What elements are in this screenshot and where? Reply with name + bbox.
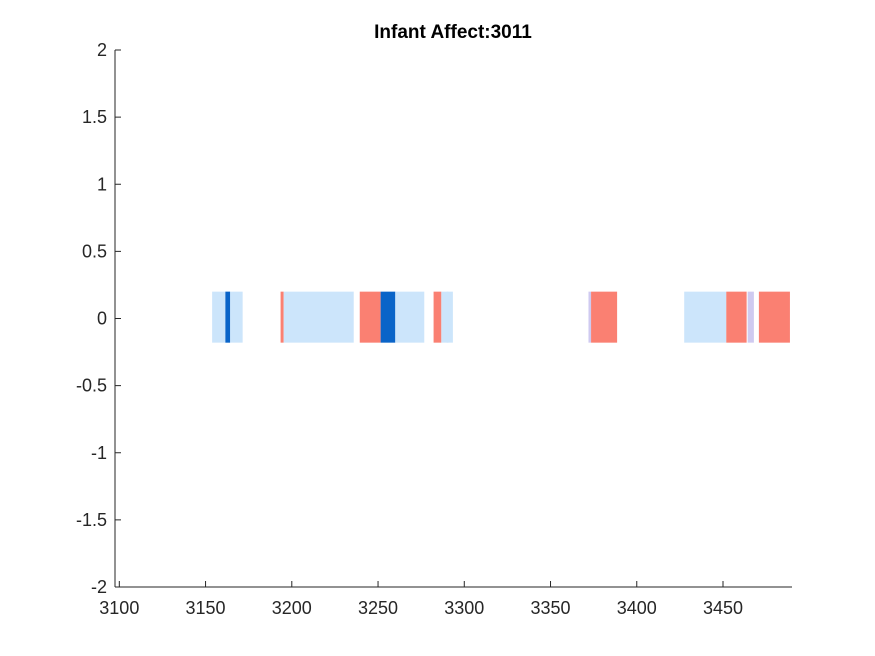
affect-segment-salmon [726, 291, 747, 343]
affect-segment-light-blue [395, 291, 425, 343]
x-axis-ticks: 3100 3150 3200 3250 3300 3350 3400 3450 [99, 581, 743, 618]
x-tick-label: 3300 [444, 598, 484, 618]
affect-segment-salmon [359, 291, 381, 343]
y-tick-label: -0.5 [76, 376, 107, 396]
affect-segment-lavender [747, 291, 754, 343]
x-tick-label: 3400 [617, 598, 657, 618]
x-tick-label: 3100 [99, 598, 139, 618]
y-tick-label: 0.5 [82, 241, 107, 261]
affect-segment-salmon [758, 291, 790, 343]
affect-segment-light-blue [684, 291, 727, 343]
affect-segment-salmon [280, 291, 284, 343]
affect-segment-lavender [588, 291, 592, 343]
y-tick-label: -1.5 [76, 510, 107, 530]
y-axis-ticks: 2 1.5 1 0.5 0 -0.5 -1 -1.5 -2 [76, 40, 121, 597]
affect-segment-light-blue [283, 291, 354, 343]
affect-segment-light-blue [446, 291, 453, 343]
x-tick-label: 3450 [703, 598, 743, 618]
affect-segment-dark-blue [380, 291, 396, 343]
affect-segment-dark-blue [225, 291, 231, 343]
x-tick-label: 3200 [272, 598, 312, 618]
y-tick-label: -1 [91, 443, 107, 463]
affect-bands [212, 291, 790, 343]
affect-segment-salmon [433, 291, 442, 343]
y-tick-label: 2 [97, 40, 107, 60]
x-tick-label: 3150 [186, 598, 226, 618]
y-tick-label: 1.5 [82, 107, 107, 127]
y-tick-label: 1 [97, 174, 107, 194]
affect-segment-light-blue [441, 291, 449, 343]
x-tick-label: 3250 [358, 598, 398, 618]
y-tick-label: -2 [91, 577, 107, 597]
chart-title: Infant Affect:3011 [374, 22, 532, 43]
x-tick-label: 3350 [530, 598, 570, 618]
y-tick-label: 0 [97, 309, 107, 329]
affect-segment-salmon [591, 291, 618, 343]
